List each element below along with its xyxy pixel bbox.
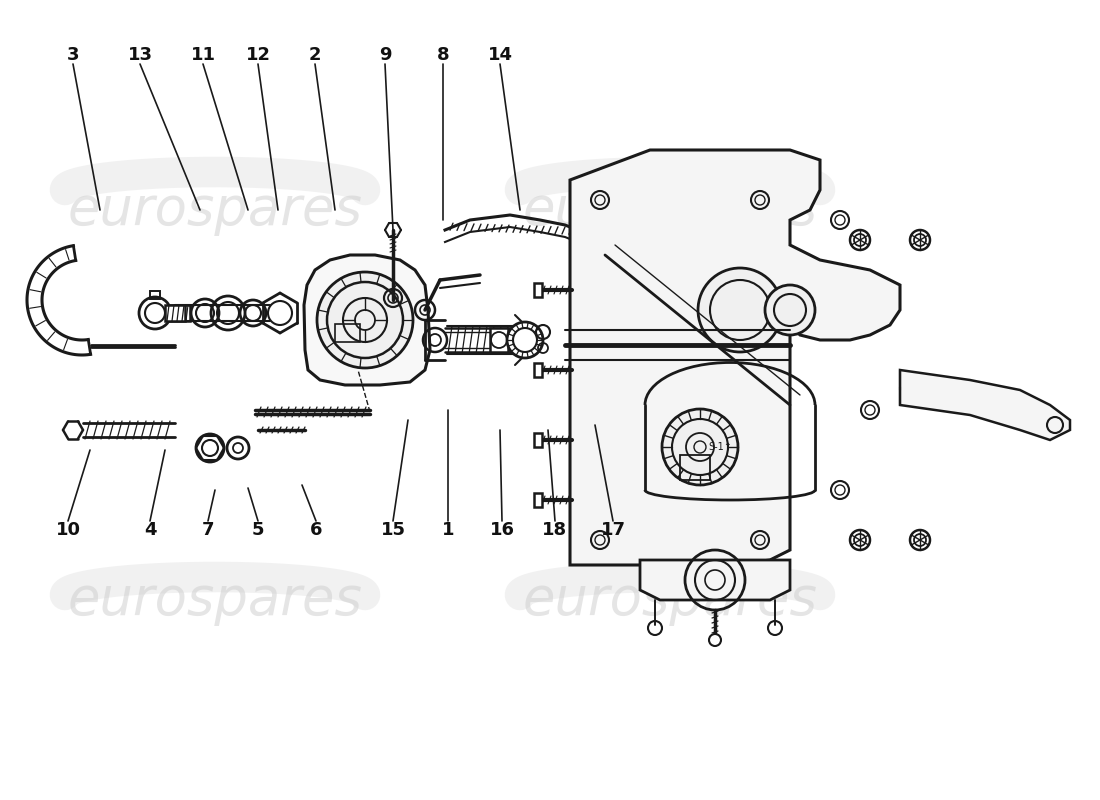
Bar [534,283,542,297]
Text: 7: 7 [201,521,214,539]
Text: 1: 1 [442,521,454,539]
Circle shape [910,530,930,550]
Bar [534,433,542,447]
Polygon shape [570,150,900,565]
Polygon shape [304,255,430,385]
Circle shape [662,409,738,485]
Text: 13: 13 [128,46,153,64]
Text: 18: 18 [542,521,568,539]
Text: 16: 16 [490,521,515,539]
Text: 9: 9 [378,46,392,64]
Text: S-1↑: S-1↑ [708,442,732,452]
Text: 2: 2 [309,46,321,64]
Bar [165,305,185,321]
Circle shape [764,285,815,335]
Polygon shape [640,560,790,600]
Bar [150,291,160,299]
Text: eurospares: eurospares [67,184,363,236]
Circle shape [317,272,412,368]
Text: eurospares: eurospares [67,574,363,626]
Text: 14: 14 [487,46,513,64]
Text: eurospares: eurospares [522,574,817,626]
Circle shape [698,268,782,352]
Circle shape [850,530,870,550]
Circle shape [710,634,720,646]
Bar [490,328,508,352]
Text: 3: 3 [67,46,79,64]
Text: 6: 6 [310,521,322,539]
Text: 15: 15 [381,521,406,539]
Text: 10: 10 [55,521,80,539]
Bar [680,455,710,480]
Text: 5: 5 [252,521,264,539]
Polygon shape [900,370,1070,440]
Bar [168,305,190,321]
Bar [534,493,542,507]
Text: eurospares: eurospares [522,184,817,236]
Text: 17: 17 [601,521,626,539]
Circle shape [910,230,930,250]
Circle shape [930,380,950,400]
Circle shape [850,230,870,250]
Bar [534,363,542,377]
Text: 4: 4 [144,521,156,539]
Circle shape [507,322,543,358]
Text: 11: 11 [190,46,216,64]
Text: 12: 12 [245,46,271,64]
Bar [336,324,360,342]
Text: 8: 8 [437,46,449,64]
